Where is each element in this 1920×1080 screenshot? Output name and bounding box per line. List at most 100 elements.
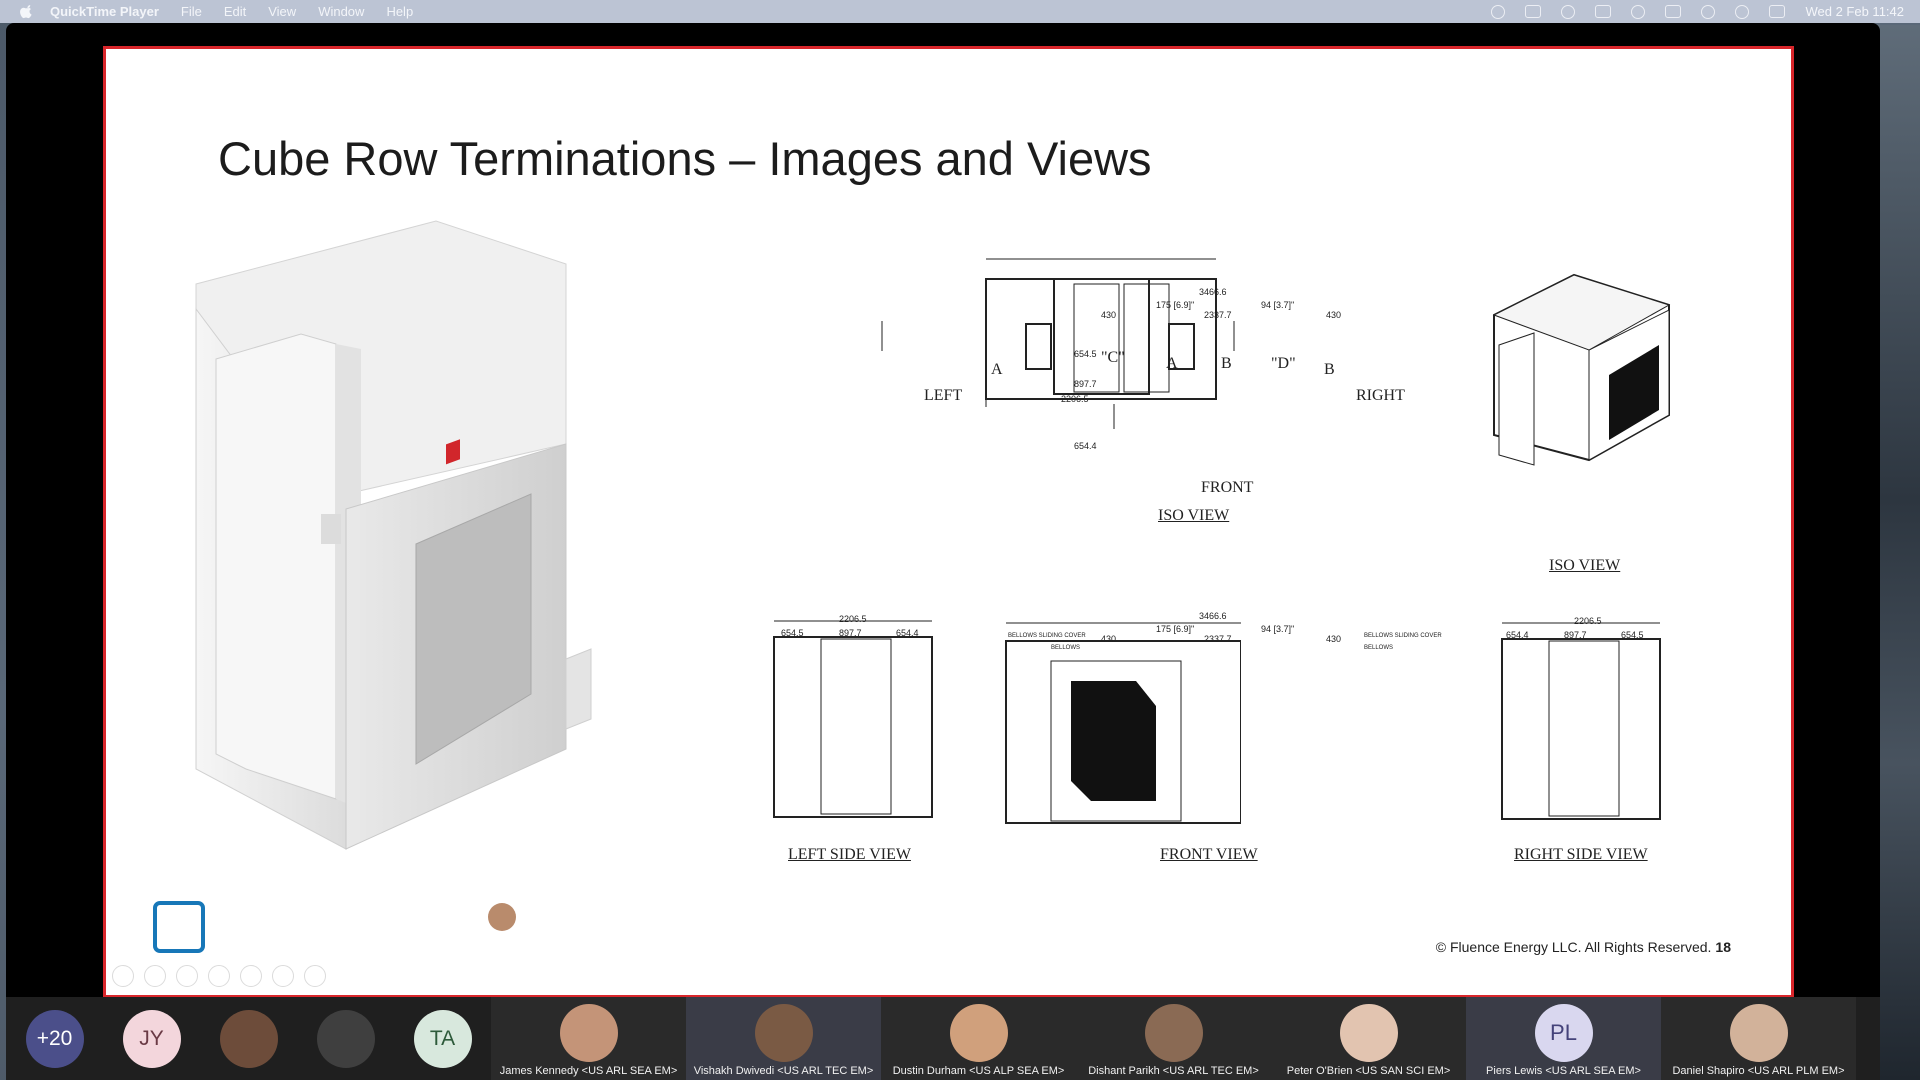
label-left: LEFT [924,387,963,404]
screen-record-icon[interactable] [1595,5,1612,18]
participant-tile[interactable]: PL Piers Lewis <US ARL SEA EM> [1466,997,1661,1080]
zoom-icon[interactable] [240,965,262,987]
iso-line-drawing [1492,273,1671,466]
participant-tile[interactable]: Daniel Shapiro <US ARL PLM EM> [1661,997,1856,1080]
dim-top-1: 175 [6.9]" [1156,300,1195,310]
participant-name: Dishant Parikh <US ARL TEC EM> [1088,1065,1259,1077]
avatar-initials: TA [413,1009,472,1068]
right-side-caption: RIGHT SIDE VIEW [1514,846,1648,863]
avatar-initials: JY [122,1009,181,1068]
participant-name: Piers Lewis <US ARL SEA EM> [1486,1065,1641,1077]
label-b: B [1221,355,1232,372]
dim-top-overall: 3466.6 [1199,287,1227,297]
menu-edit[interactable]: Edit [223,4,247,19]
front-dim-3: 430 [1101,634,1117,644]
dim-top-v2: 897.7 [1074,379,1097,389]
wallpaper-rocks [1878,25,1920,1080]
avatar [1339,1004,1398,1062]
participant-tile[interactable]: Dishant Parikh <US ARL TEC EM> [1076,997,1271,1080]
footer-copyright: © Fluence Energy LLC. All Rights Reserve… [1435,939,1712,955]
search-icon[interactable] [1735,4,1750,19]
front-bellows-cover-left: BELLOWS SLIDING COVER [1008,633,1086,639]
participant-tile[interactable] [200,997,297,1080]
front-view-drawing [1005,622,1241,824]
menu-window[interactable]: Window [318,4,365,19]
right-side-drawing [1501,622,1661,820]
participant-name: Dustin Durham <US ALP SEA EM> [892,1065,1065,1077]
avatar-initials: PL [1534,1004,1593,1062]
prev-slide-icon[interactable] [112,965,134,987]
menu-help[interactable]: Help [386,4,414,19]
dim-top-5: 430 [1326,310,1342,320]
battery-icon[interactable] [1665,5,1682,18]
participant-name: Vishakh Dwivedi <US ARL TEC EM> [693,1065,874,1077]
cube-render-image [195,220,592,850]
front-bellows-right: BELLOWS [1364,645,1394,651]
participant-name: Peter O'Brien <US SAN SCI EM> [1286,1065,1451,1077]
participant-strip: +20 JY TA James Kennedy <US ARL SEA EM> … [6,997,1880,1080]
page-number: 18 [1715,939,1731,955]
front-dim-5: 430 [1326,634,1342,644]
label-section-a: A [991,361,1003,378]
pen-icon[interactable] [176,965,198,987]
left-side-drawing [773,620,933,818]
label-section-b: B [1324,361,1335,378]
overflow-count: +20 [25,1009,84,1068]
left-side-caption: LEFT SIDE VIEW [788,846,911,863]
participant-name: Daniel Shapiro <US ARL PLM EM> [1672,1065,1845,1077]
participant-tile[interactable]: Peter O'Brien <US SAN SCI EM> [1271,997,1466,1080]
dim-top-v1: 654.5 [1074,349,1097,359]
label-c: "C" [1101,349,1125,366]
iso-view-caption: ISO VIEW [1549,557,1621,574]
left-dim-a: 654.5 [781,628,804,638]
avatar [219,1009,278,1068]
presenter-cursor-avatar [488,903,516,931]
front-dim-4: 2337.7 [1204,634,1232,644]
front-dim-overall: 3466.6 [1199,611,1227,621]
fluence-logo [153,901,205,953]
dim-top-3: 430 [1101,310,1117,320]
menu-file[interactable]: File [180,4,202,19]
next-slide-icon[interactable] [144,965,166,987]
front-view-caption: FRONT VIEW [1160,846,1258,863]
menu-clock[interactable]: Wed 2 Feb 11:42 [1805,4,1904,19]
right-dim-c: 654.5 [1621,630,1644,640]
menu-view[interactable]: View [268,4,297,19]
slide-footer: © Fluence Energy LLC. All Rights Reserve… [1436,939,1731,955]
vpn-icon[interactable] [1491,4,1506,19]
avatar [316,1009,375,1068]
left-dim-overall: 2206.5 [839,614,867,624]
dim-top-2: 94 [3.7]" [1261,300,1295,310]
left-dim-b: 897.7 [839,628,862,638]
front-dim-2: 94 [3.7]" [1261,624,1295,634]
dim-top-4: 2337.7 [1204,310,1232,320]
slide-title: Cube Row Terminations – Images and Views [218,132,1152,185]
avatar [559,1004,618,1062]
menu-app-name[interactable]: QuickTime Player [50,4,159,19]
participant-name: James Kennedy <US ARL SEA EM> [499,1065,678,1077]
overflow-tile[interactable]: +20 [6,997,103,1080]
control-center-icon[interactable] [1769,5,1786,18]
cloud-icon[interactable] [1561,4,1576,19]
label-d: "D" [1271,355,1296,372]
dropbox-icon[interactable] [1525,5,1542,18]
participant-tile[interactable]: TA [394,997,491,1080]
subtitles-icon[interactable] [272,965,294,987]
meeting-window: Cube Row Terminations – Images and Views [6,23,1880,1080]
more-icon[interactable] [304,965,326,987]
right-dim-b: 897.7 [1564,630,1587,640]
participant-tile[interactable]: Vishakh Dwivedi <US ARL TEC EM> [686,997,881,1080]
menu-bar: QuickTime Player File Edit View Window H… [0,0,1920,23]
participant-tile[interactable] [297,997,394,1080]
participant-tile[interactable]: Dustin Durham <US ALP SEA EM> [881,997,1076,1080]
participant-tile[interactable]: JY [103,997,200,1080]
avatar [1729,1004,1788,1062]
participant-tile[interactable]: James Kennedy <US ARL SEA EM> [491,997,686,1080]
presentation-controls [112,965,326,987]
grid-icon[interactable] [208,965,230,987]
play-icon[interactable] [1631,4,1646,19]
label-a: A [1166,355,1178,372]
front-dim-1: 175 [6.9]" [1156,624,1195,634]
apple-icon[interactable] [20,4,34,19]
wifi-icon[interactable] [1701,4,1716,19]
